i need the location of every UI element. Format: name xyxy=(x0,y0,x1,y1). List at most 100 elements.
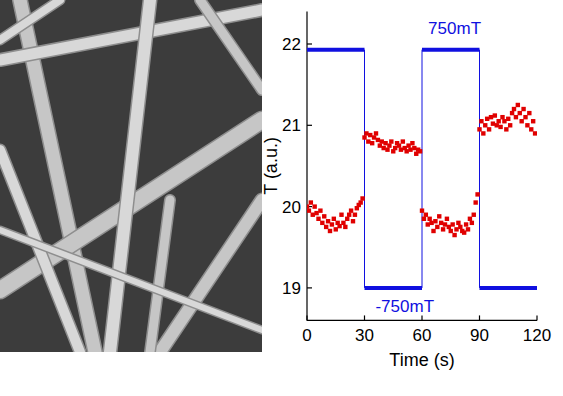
y-tick-label: 22 xyxy=(282,35,301,54)
data-point xyxy=(345,217,349,221)
line-series xyxy=(307,50,537,288)
data-point xyxy=(312,204,316,208)
annotation: -750mT xyxy=(375,297,434,316)
data-point xyxy=(324,225,328,229)
field-level xyxy=(365,286,423,290)
data-point xyxy=(389,139,393,143)
data-point xyxy=(426,222,430,226)
data-point xyxy=(422,217,426,221)
annotation: 750mT xyxy=(428,19,481,38)
data-point xyxy=(452,233,456,237)
data-point xyxy=(410,141,414,145)
data-point xyxy=(406,143,410,147)
data-point xyxy=(353,213,357,217)
data-point xyxy=(351,219,355,223)
data-point xyxy=(523,115,527,119)
data-point xyxy=(437,214,441,218)
data-point xyxy=(314,211,318,215)
y-tick-label: 21 xyxy=(282,116,301,135)
figure: 192021220306090120Time (s)T (a.u.)750mT-… xyxy=(0,0,563,396)
x-tick xyxy=(479,315,480,320)
data-point xyxy=(450,222,454,226)
data-point xyxy=(364,131,368,135)
data-point xyxy=(508,123,512,127)
data-point xyxy=(328,229,332,233)
data-point xyxy=(445,217,449,221)
fiber xyxy=(0,150,80,352)
data-point xyxy=(334,227,338,231)
data-point xyxy=(462,230,466,234)
data-point xyxy=(512,107,516,111)
x-tick xyxy=(536,315,537,320)
field-switch xyxy=(422,50,423,288)
fiber-edge xyxy=(0,230,262,330)
x-tick-label: 90 xyxy=(470,326,489,345)
data-point xyxy=(427,217,431,221)
y-axis-line xyxy=(306,11,307,320)
fiber xyxy=(0,230,262,330)
field-level xyxy=(480,286,538,290)
x-tick-label: 60 xyxy=(413,326,432,345)
fiber-edge xyxy=(0,0,60,40)
data-point xyxy=(516,103,520,107)
data-point xyxy=(531,119,535,123)
data-point xyxy=(489,115,493,119)
fiber-edge xyxy=(160,200,262,352)
data-point xyxy=(318,208,322,212)
data-point xyxy=(464,222,468,226)
data-point xyxy=(408,147,412,151)
data-point xyxy=(337,224,341,228)
data-point xyxy=(326,219,330,223)
data-point xyxy=(414,152,418,156)
y-axis-label: T (a.u.) xyxy=(261,137,281,195)
data-point xyxy=(360,196,364,200)
data-point xyxy=(322,214,326,218)
data-point xyxy=(362,135,366,139)
data-point xyxy=(473,200,477,204)
data-point xyxy=(418,149,422,153)
data-point xyxy=(378,143,382,147)
data-point xyxy=(435,225,439,229)
data-point xyxy=(475,192,479,196)
data-point xyxy=(495,123,499,127)
y-tick xyxy=(307,287,312,288)
data-point xyxy=(307,208,311,212)
y-tick xyxy=(307,125,312,126)
y-tick-label: 20 xyxy=(282,198,301,217)
data-point xyxy=(449,229,453,233)
data-point xyxy=(339,213,343,217)
data-point xyxy=(372,135,376,139)
data-point xyxy=(370,141,374,145)
data-point xyxy=(470,221,474,225)
data-point xyxy=(504,127,508,131)
data-point xyxy=(525,123,529,127)
data-point xyxy=(529,127,533,131)
data-point xyxy=(358,200,362,204)
data-point xyxy=(380,139,384,143)
data-point xyxy=(385,147,389,151)
data-point xyxy=(454,227,458,231)
data-point xyxy=(498,125,502,129)
y-tick xyxy=(307,43,312,44)
data-point xyxy=(349,208,353,212)
data-point xyxy=(491,121,495,125)
data-point xyxy=(397,143,401,147)
data-point xyxy=(479,119,483,123)
data-point xyxy=(433,219,437,223)
fiber xyxy=(160,200,262,352)
field-switch xyxy=(364,50,365,288)
data-point xyxy=(514,115,518,119)
data-point xyxy=(456,221,460,225)
x-tick-label: 30 xyxy=(355,326,374,345)
data-point xyxy=(381,146,385,150)
data-point xyxy=(332,217,336,221)
fiber-edge xyxy=(200,0,262,90)
data-point xyxy=(420,208,424,212)
data-point xyxy=(483,123,487,127)
x-tick xyxy=(306,315,307,320)
data-point xyxy=(493,113,497,117)
data-point xyxy=(439,221,443,225)
sem-image xyxy=(0,0,262,352)
data-point xyxy=(443,222,447,226)
data-point xyxy=(387,143,391,147)
